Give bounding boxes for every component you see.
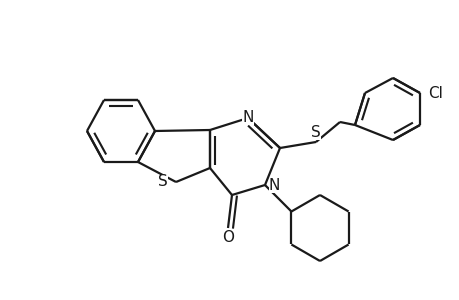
Text: S: S	[310, 125, 320, 140]
Text: S: S	[158, 175, 168, 190]
Text: N: N	[242, 110, 253, 124]
Text: Cl: Cl	[427, 85, 442, 100]
Text: O: O	[222, 230, 234, 245]
Text: N: N	[269, 178, 280, 193]
